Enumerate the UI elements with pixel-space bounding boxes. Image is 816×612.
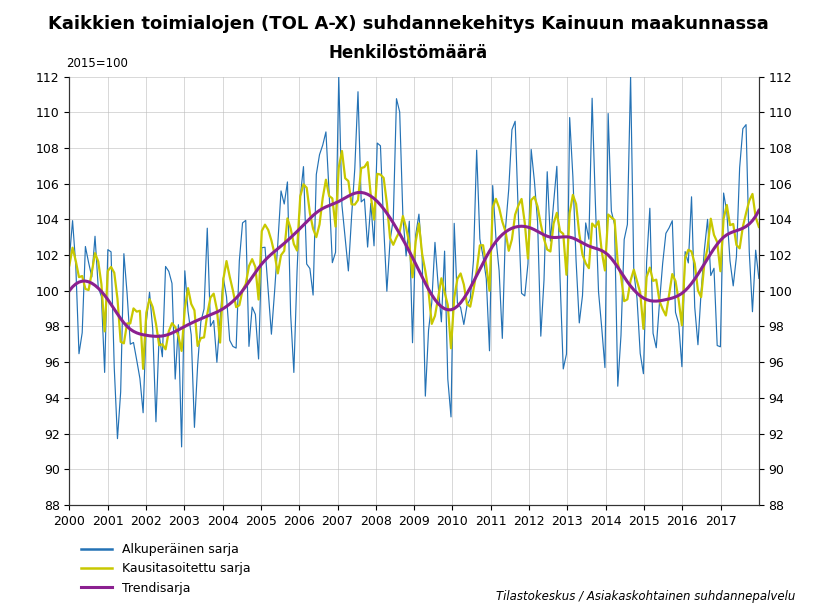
Text: 2015=100: 2015=100 bbox=[66, 57, 128, 70]
Text: Henkilöstömäärä: Henkilöstömäärä bbox=[328, 44, 488, 62]
Text: Tilastokeskus / Asiakaskohtainen suhdannepalvelu: Tilastokeskus / Asiakaskohtainen suhdann… bbox=[496, 590, 796, 603]
Text: Kaikkien toimialojen (TOL A-X) suhdannekehitys Kainuun maakunnassa: Kaikkien toimialojen (TOL A-X) suhdannek… bbox=[47, 15, 769, 33]
Legend: Alkuperäinen sarja, Kausitasoitettu sarja, Trendisarja: Alkuperäinen sarja, Kausitasoitettu sarj… bbox=[76, 538, 255, 600]
